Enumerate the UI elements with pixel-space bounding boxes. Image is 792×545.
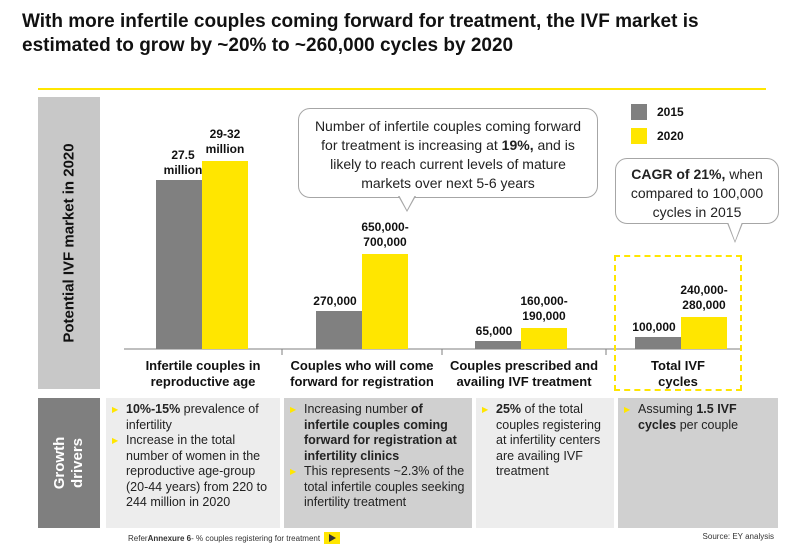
driver-bold: of infertile couples coming forward for … <box>304 402 457 463</box>
category-label-line: Couples who will come <box>290 358 434 373</box>
annexure-link-arrow-icon[interactable] <box>324 532 341 544</box>
growth-drivers-label-line1: Growth <box>51 436 68 490</box>
drivers-ivf-treatment: 25% of the total couples registering at … <box>476 398 614 528</box>
growth-drivers-side-panel: Growth drivers <box>38 398 100 528</box>
category-label-line: Couples prescribed and <box>449 358 599 373</box>
data-label-2015-infertile-couples: million <box>164 163 203 177</box>
legend-label-2015: 2015 <box>657 105 684 119</box>
driver-item: Increase in the total number of women in… <box>112 433 274 511</box>
bar-2020-total-cycles <box>681 317 727 349</box>
bar-2015-ivf-treatment <box>475 341 521 349</box>
source-note: Source: EY analysis <box>702 532 774 541</box>
bar-2020-registration <box>362 254 408 349</box>
callout2-text-post: when compared to 100,000 cycles in 2015 <box>630 166 764 220</box>
category-label-total-cycles: Total IVF cycles <box>616 358 740 390</box>
legend-item-2020: 2020 <box>631 128 684 144</box>
category-label-line: Infertile couples in <box>145 358 261 373</box>
data-label-2020-registration: 650,000- <box>361 220 408 234</box>
footer-note-pre: Refer <box>128 533 148 543</box>
data-label-2015-ivf-treatment: 65,000 <box>476 324 513 338</box>
driver-item: Assuming 1.5 IVF cycles per couple <box>624 402 772 433</box>
bar-2015-infertile-couples <box>156 180 202 349</box>
data-label-2020-total-cycles: 240,000- <box>680 283 727 297</box>
driver-text: This represents ~2.3% of the total infer… <box>304 464 465 509</box>
driver-item: This represents ~2.3% of the total infer… <box>290 464 466 511</box>
legend-swatch-2020 <box>631 128 647 144</box>
bar-2015-registration <box>316 311 362 349</box>
driver-bold: 1.5 IVF cycles <box>638 402 737 432</box>
cagr-callout: CAGR of 21%, when compared to 100,000 cy… <box>615 158 779 224</box>
drivers-infertile-couples: 10%-15% prevalence of infertility Increa… <box>106 398 280 528</box>
title-divider <box>38 88 766 90</box>
bar-chart: 27.5million29-32million270,000650,000-70… <box>124 127 742 355</box>
category-label-infertile-couples: Infertile couples in reproductive age <box>124 358 282 390</box>
category-label-line: cycles <box>658 374 698 389</box>
drivers-registration: Increasing number of infertile couples c… <box>284 398 472 528</box>
registration-growth-callout: Number of infertile couples coming forwa… <box>298 108 598 198</box>
data-label-2020-ivf-treatment: 190,000 <box>522 309 566 323</box>
driver-text: per couple <box>676 417 739 432</box>
data-label-2020-ivf-treatment: 160,000- <box>520 294 567 308</box>
callout1-text-post: and is likely to reach current levels of… <box>330 137 575 191</box>
data-label-2015-registration: 270,000 <box>313 294 357 308</box>
driver-text: of the total couples registering at infe… <box>496 402 601 478</box>
category-label-line: forward for registration <box>290 374 434 389</box>
driver-item: 25% of the total couples registering at … <box>482 402 608 480</box>
page-title: With more infertile couples coming forwa… <box>22 11 699 56</box>
driver-text: Increasing number <box>304 402 412 416</box>
category-label-line: reproductive age <box>150 374 256 389</box>
data-label-2015-total-cycles: 100,000 <box>632 320 676 334</box>
callout1-text-pre: Number of infertile couples coming forwa… <box>314 118 582 153</box>
legend-label-2020: 2020 <box>657 129 684 143</box>
bar-2020-ivf-treatment <box>521 328 567 349</box>
callout1-text-bold: 19%, <box>501 137 534 153</box>
driver-text: Assuming <box>638 402 697 416</box>
growth-drivers-label-line2: drivers <box>69 437 86 489</box>
callout2-text-bold: CAGR of 21%, <box>631 166 726 182</box>
bar-2015-total-cycles <box>635 337 681 349</box>
data-label-2020-registration: 700,000 <box>363 235 407 249</box>
driver-item: 10%-15% prevalence of infertility <box>112 402 274 433</box>
footer-note-post: - % couples registering for treatment <box>191 533 321 543</box>
footer-annexure-note: Refer Annexure 6 - % couples registering… <box>128 532 341 544</box>
category-label-line: availing IVF treatment <box>456 374 592 389</box>
legend-item-2015: 2015 <box>631 104 684 120</box>
chart-side-panel: Potential IVF market in 2020 <box>38 97 100 389</box>
callout1-pointer-fill <box>399 195 415 210</box>
growth-drivers-label: Growth drivers <box>51 437 87 490</box>
driver-text: prevalence of infertility <box>126 402 259 432</box>
bar-2020-infertile-couples <box>202 161 248 349</box>
driver-bold: 25% <box>496 402 522 416</box>
category-label-ivf-treatment: Couples prescribed and availing IVF trea… <box>442 358 606 390</box>
chart-legend: 2015 2020 <box>631 104 684 152</box>
driver-item: Increasing number of infertile couples c… <box>290 402 466 464</box>
footer-note-bold: Annexure 6 <box>147 533 192 543</box>
legend-swatch-2015 <box>631 104 647 120</box>
data-label-2020-infertile-couples: 29-32 <box>210 127 241 141</box>
data-label-2020-infertile-couples: million <box>206 142 245 156</box>
driver-bold: 10%-15% <box>126 402 181 416</box>
data-label-2020-total-cycles: 280,000 <box>682 298 726 312</box>
category-label-line: Total IVF <box>651 358 705 373</box>
data-label-2015-infertile-couples: 27.5 <box>171 148 195 162</box>
callout2-pointer-fill <box>728 222 742 241</box>
driver-text: Increase in the total number of women in… <box>126 433 268 509</box>
total-cycles-highlight-box <box>614 255 742 391</box>
category-label-registration: Couples who will come forward for regist… <box>282 358 442 390</box>
drivers-total-cycles: Assuming 1.5 IVF cycles per couple <box>618 398 778 528</box>
